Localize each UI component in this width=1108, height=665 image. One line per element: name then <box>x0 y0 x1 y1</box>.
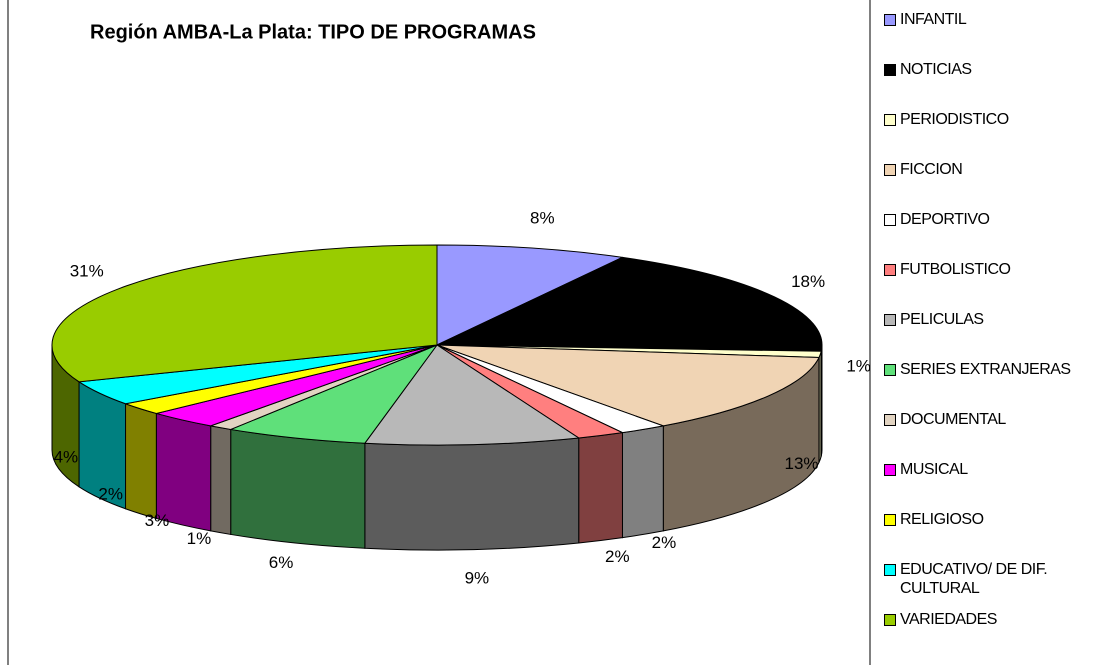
legend-swatch <box>884 364 896 376</box>
pie-slice <box>436 344 820 427</box>
legend-label: PERIODISTICO <box>900 111 1009 128</box>
legend-swatch <box>884 214 896 226</box>
legend-swatch <box>884 514 896 526</box>
legend-label: FICCION <box>900 161 963 178</box>
legend-item: VARIEDADES <box>882 610 1092 629</box>
legend-item: EDUCATIVO/ DE DIF. CULTURAL <box>882 560 1092 598</box>
chart-title: Región AMBA-La Plata: TIPO DE PROGRAMAS <box>90 21 536 43</box>
pie-side <box>578 432 623 544</box>
legend-item: PELICULAS <box>882 310 1092 329</box>
data-label: 2% <box>605 547 630 566</box>
legend-item: PERIODISTICO <box>882 110 1092 129</box>
legend-item: RELIGIOSO <box>882 510 1092 529</box>
pie-side <box>621 425 664 539</box>
data-label: 2% <box>652 533 677 552</box>
pie-side <box>125 403 157 520</box>
legend-label: DOCUMENTAL <box>900 411 1006 428</box>
legend-swatch <box>884 614 896 626</box>
pie-slice <box>436 256 823 352</box>
data-label: 4% <box>54 448 79 467</box>
legend-label: MUSICAL <box>900 461 968 478</box>
legend-item: MUSICAL <box>882 460 1092 479</box>
data-label: 1% <box>187 529 212 548</box>
data-label: 3% <box>145 511 170 530</box>
pie-side <box>230 428 366 549</box>
pie-slice <box>363 344 581 446</box>
legend-swatch <box>884 414 896 426</box>
legend-swatch <box>884 464 896 476</box>
legend-item: NOTICIAS <box>882 60 1092 79</box>
data-label: 9% <box>465 568 490 587</box>
pie-slice <box>228 343 439 444</box>
legend-swatch <box>884 264 896 276</box>
legend-swatch <box>884 314 896 326</box>
data-label: 18% <box>791 272 825 291</box>
pie-slice <box>436 244 625 346</box>
legend-swatch <box>884 164 896 176</box>
legend-label: DEPORTIVO <box>900 211 990 228</box>
legend-label: PELICULAS <box>900 311 984 328</box>
data-label: 31% <box>70 261 104 280</box>
legend-item: DOCUMENTAL <box>882 410 1092 429</box>
pie-slice <box>51 244 438 383</box>
data-label: 6% <box>269 553 294 572</box>
pie-side <box>210 425 232 536</box>
legend-label: VARIEDADES <box>900 611 997 628</box>
data-label: 8% <box>530 209 555 228</box>
legend-label: NOTICIAS <box>900 61 972 78</box>
legend-label: RELIGIOSO <box>900 511 984 528</box>
legend-swatch <box>884 64 896 76</box>
legend-item: INFANTIL <box>882 10 1092 29</box>
legend-item: DEPORTIVO <box>882 210 1092 229</box>
legend-swatch <box>884 114 896 126</box>
legend-label: SERIES EXTRANJERAS <box>900 361 1071 378</box>
data-label: 1% <box>846 357 871 376</box>
legend-label: INFANTIL <box>900 11 967 28</box>
pie-side <box>364 437 580 551</box>
data-label: 2% <box>98 484 123 503</box>
legend-swatch <box>884 14 896 26</box>
legend-item: FUTBOLISTICO <box>882 260 1092 279</box>
legend-item: SERIES EXTRANJERAS <box>882 360 1092 379</box>
legend-label: FUTBOLISTICO <box>900 261 1011 278</box>
legend-label: EDUCATIVO/ DE DIF. CULTURAL <box>900 561 1048 597</box>
legend-item: FICCION <box>882 160 1092 179</box>
legend-swatch <box>884 564 896 576</box>
data-label: 13% <box>785 454 819 473</box>
